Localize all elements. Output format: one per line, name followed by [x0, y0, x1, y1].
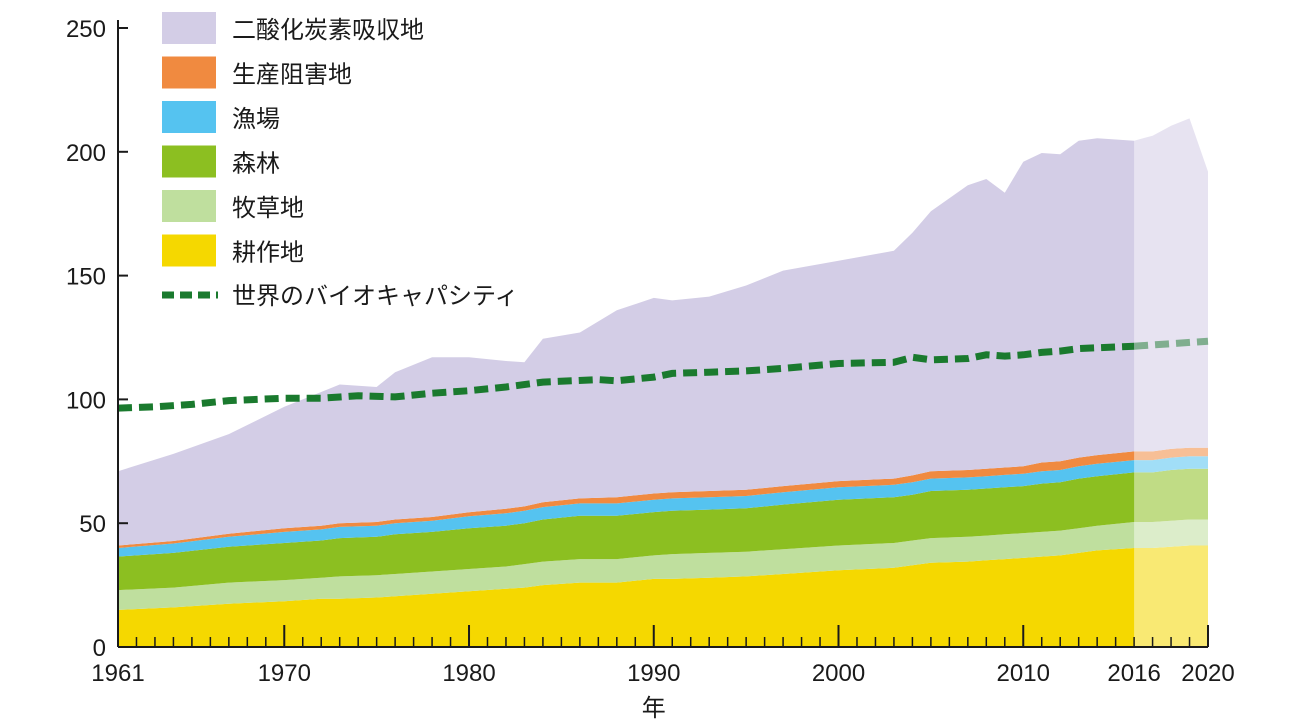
projection-overlay: [1134, 18, 1209, 647]
legend-label: 耕作地: [232, 239, 304, 267]
y-tick-label: 50: [79, 511, 106, 538]
area-series-2: [118, 468, 1208, 591]
area-series-4: [118, 447, 1208, 548]
legend-swatch: [162, 145, 216, 178]
legend-swatch: [162, 12, 216, 44]
x-tick-label: 1961: [91, 660, 144, 687]
x-tick-label: 2010: [997, 660, 1050, 687]
x-tick-label: 2000: [812, 660, 865, 687]
legend-label: 漁場: [232, 105, 280, 133]
legend-label: 世界のバイオキャパシティ: [232, 282, 519, 310]
legend-swatch: [162, 234, 216, 267]
legend-swatch: [162, 56, 216, 89]
x-tick-label: 2020: [1181, 660, 1234, 687]
x-tick-label: 1990: [627, 660, 680, 687]
y-tick-label: 150: [66, 264, 106, 291]
x-tick-label: 1980: [442, 660, 495, 687]
area-series-5: [118, 118, 1208, 546]
legend-label: 生産阻害地: [232, 61, 352, 89]
legend-label: 二酸化炭素吸収地: [232, 16, 424, 44]
legend-swatch: [162, 190, 216, 222]
legend-label: 牧草地: [232, 194, 304, 222]
x-axis-title: 年: [642, 694, 666, 722]
area-series-3: [118, 456, 1208, 557]
axes: 0 50 100 150 200 250 1961 1970 1980 1990 2000 2010 2…: [66, 16, 1235, 687]
y-tick-label: 250: [66, 16, 106, 43]
x-tick-label: 1970: [258, 660, 311, 687]
capacity-layer: [117, 337, 1209, 412]
capacity-line-projection: [1133, 337, 1209, 350]
y-tick-label: 0: [93, 635, 106, 662]
capacity-line: [117, 342, 1135, 412]
area-series-1: [118, 519, 1208, 610]
y-tick-label: 200: [66, 140, 106, 167]
area-series-0: [118, 545, 1208, 647]
legend-label: 森林: [232, 150, 280, 178]
legend-swatch: [162, 101, 216, 133]
y-tick-label: 100: [66, 387, 106, 414]
x-tick-label: 2016: [1107, 660, 1160, 687]
stacked-areas: [118, 118, 1208, 647]
